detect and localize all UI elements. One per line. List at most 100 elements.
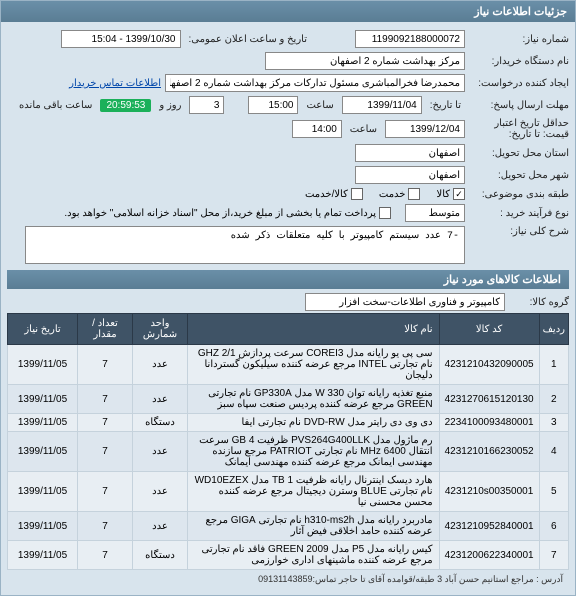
cell-idx: 1 [539, 345, 568, 385]
desc-label: شرح کلی نیاز: [469, 226, 569, 237]
group-label: گروه کالا: [509, 297, 569, 308]
row-grouping: طبقه بندی موضوعی: کالا خدمت کالا/خدمت [7, 186, 569, 202]
th-qty: تعداد / مقدار [78, 314, 133, 345]
cell-date: 1399/11/05 [8, 414, 78, 432]
grouping-label: طبقه بندی موضوعی: [469, 189, 569, 200]
table-row[interactable]: 64231210952840001مادربرد رایانه مدل h310… [8, 512, 569, 541]
desc-textarea[interactable] [25, 226, 465, 264]
cb-goods-service-wrap[interactable]: کالا/خدمت [305, 188, 363, 200]
table-row[interactable]: 24231270615120130منبع تغذیه رایانه توان … [8, 385, 569, 414]
cell-unit: عدد [133, 512, 188, 541]
validity-time-input[interactable] [292, 120, 342, 138]
items-section-title: اطلاعات کالاهای مورد نیاز [7, 270, 569, 289]
province-input[interactable] [355, 144, 465, 162]
cb-goods-wrap[interactable]: کالا [436, 188, 465, 200]
row-group: گروه کالا: [7, 291, 569, 313]
hour-label-1: ساعت [302, 100, 337, 111]
city-label: شهر محل تحویل: [469, 170, 569, 181]
announce-input[interactable] [61, 30, 181, 48]
table-header-row: ردیف کد کالا نام کالا واحد شمارش تعداد /… [8, 314, 569, 345]
cell-date: 1399/11/05 [8, 512, 78, 541]
cell-code: 4231210432090005 [439, 345, 539, 385]
cell-qty: 7 [78, 385, 133, 414]
th-date: تاریخ نیاز [8, 314, 78, 345]
th-name: نام کالا [188, 314, 440, 345]
cell-idx: 4 [539, 432, 568, 472]
deadline-time-input[interactable] [248, 96, 298, 114]
deadline-label: مهلت ارسال پاسخ: [469, 100, 569, 111]
table-row[interactable]: 32234100093480001دی وی دی رایتر مدل DVD-… [8, 414, 569, 432]
th-code: کد کالا [439, 314, 539, 345]
cell-idx: 7 [539, 541, 568, 570]
cell-date: 1399/11/05 [8, 345, 78, 385]
table-row[interactable]: 54231210s00350001هارد دیسک اینترنال رایا… [8, 472, 569, 512]
remain-label: ساعت باقی مانده [15, 100, 96, 111]
validity-date-input[interactable] [385, 120, 465, 138]
hour-label-2: ساعت [346, 124, 381, 135]
cell-qty: 7 [78, 541, 133, 570]
checkbox-icon [351, 188, 363, 200]
row-deadline: مهلت ارسال پاسخ: تا تاریخ: ساعت روز و 20… [7, 94, 569, 116]
panel-body: شماره نیاز: تاریخ و ساعت اعلان عمومی: نا… [1, 22, 575, 595]
table-row[interactable]: 74231200622340001کیس رایانه مدل P5 مدل G… [8, 541, 569, 570]
process-label: نوع فرآیند خرید : [469, 208, 569, 219]
org-input[interactable] [265, 52, 465, 70]
city-input[interactable] [355, 166, 465, 184]
cell-qty: 7 [78, 472, 133, 512]
row-validity: حداقل تاریخ اعتبار قیمت: تا تاریخ: ساعت [7, 116, 569, 142]
cell-unit: دستگاه [133, 541, 188, 570]
cell-unit: عدد [133, 432, 188, 472]
cell-code: 4231210166230052 [439, 432, 539, 472]
items-table-wrap: ردیف کد کالا نام کالا واحد شمارش تعداد /… [7, 313, 569, 570]
cell-unit: عدد [133, 345, 188, 385]
cell-idx: 5 [539, 472, 568, 512]
cb-gs-label: کالا/خدمت [305, 189, 348, 200]
validity-label: حداقل تاریخ اعتبار قیمت: تا تاریخ: [469, 118, 569, 140]
announce-label: تاریخ و ساعت اعلان عمومی: [185, 34, 312, 45]
cell-name: هارد دیسک اینترنال رایانه ظرفیت TB 1 مدل… [188, 472, 440, 512]
province-label: استان محل تحویل: [469, 148, 569, 159]
th-unit: واحد شمارش [133, 314, 188, 345]
until-label: تا تاریخ: [426, 100, 465, 111]
cell-date: 1399/11/05 [8, 472, 78, 512]
items-table: ردیف کد کالا نام کالا واحد شمارش تعداد /… [7, 313, 569, 570]
need-no-input[interactable] [355, 30, 465, 48]
cell-code: 4231200622340001 [439, 541, 539, 570]
cell-code: 2234100093480001 [439, 414, 539, 432]
creator-input[interactable] [165, 74, 465, 92]
process-input[interactable] [405, 204, 465, 222]
cb-service-label: خدمت [379, 189, 406, 200]
row-org: نام دستگاه خریدار: [7, 50, 569, 72]
cell-qty: 7 [78, 345, 133, 385]
countdown-badge: 20:59:53 [100, 99, 151, 112]
row-province: استان محل تحویل: [7, 142, 569, 164]
cell-unit: عدد [133, 385, 188, 414]
row-creator: ایجاد کننده درخواست: اطلاعات تماس خریدار [7, 72, 569, 94]
cb-pay-wrap[interactable]: پرداخت تمام یا بخشی از مبلغ خرید،از محل … [64, 207, 391, 219]
need-details-panel: جزئیات اطلاعات نیاز شماره نیاز: تاریخ و … [0, 0, 576, 596]
cell-name: کیس رایانه مدل P5 مدل GREEN 2009 فاقد نا… [188, 541, 440, 570]
row-process: نوع فرآیند خرید : پرداخت تمام یا بخشی از… [7, 202, 569, 224]
need-no-label: شماره نیاز: [469, 34, 569, 45]
cell-idx: 2 [539, 385, 568, 414]
cb-service-wrap[interactable]: خدمت [379, 188, 421, 200]
group-input[interactable] [305, 293, 505, 311]
checkbox-icon [379, 207, 391, 219]
panel-title: جزئیات اطلاعات نیاز [1, 1, 575, 22]
deadline-date-input[interactable] [342, 96, 422, 114]
cell-idx: 3 [539, 414, 568, 432]
checkbox-icon [408, 188, 420, 200]
creator-label: ایجاد کننده درخواست: [469, 78, 569, 89]
days-value-input[interactable] [189, 96, 224, 114]
cell-date: 1399/11/05 [8, 432, 78, 472]
cell-qty: 7 [78, 414, 133, 432]
table-row[interactable]: 14231210432090005سی پی یو رایانه مدل COR… [8, 345, 569, 385]
cell-name: منبع تغذیه رایانه توان W 330 مدل GP330A … [188, 385, 440, 414]
row-desc: شرح کلی نیاز: [7, 224, 569, 266]
row-city: شهر محل تحویل: [7, 164, 569, 186]
table-row[interactable]: 44231210166230052رم ماژول مدل PVS264G400… [8, 432, 569, 472]
days-label: روز و [155, 100, 185, 111]
contact-link[interactable]: اطلاعات تماس خریدار [69, 78, 161, 89]
checkbox-icon [453, 188, 465, 200]
row-need-no: شماره نیاز: تاریخ و ساعت اعلان عمومی: [7, 28, 569, 50]
